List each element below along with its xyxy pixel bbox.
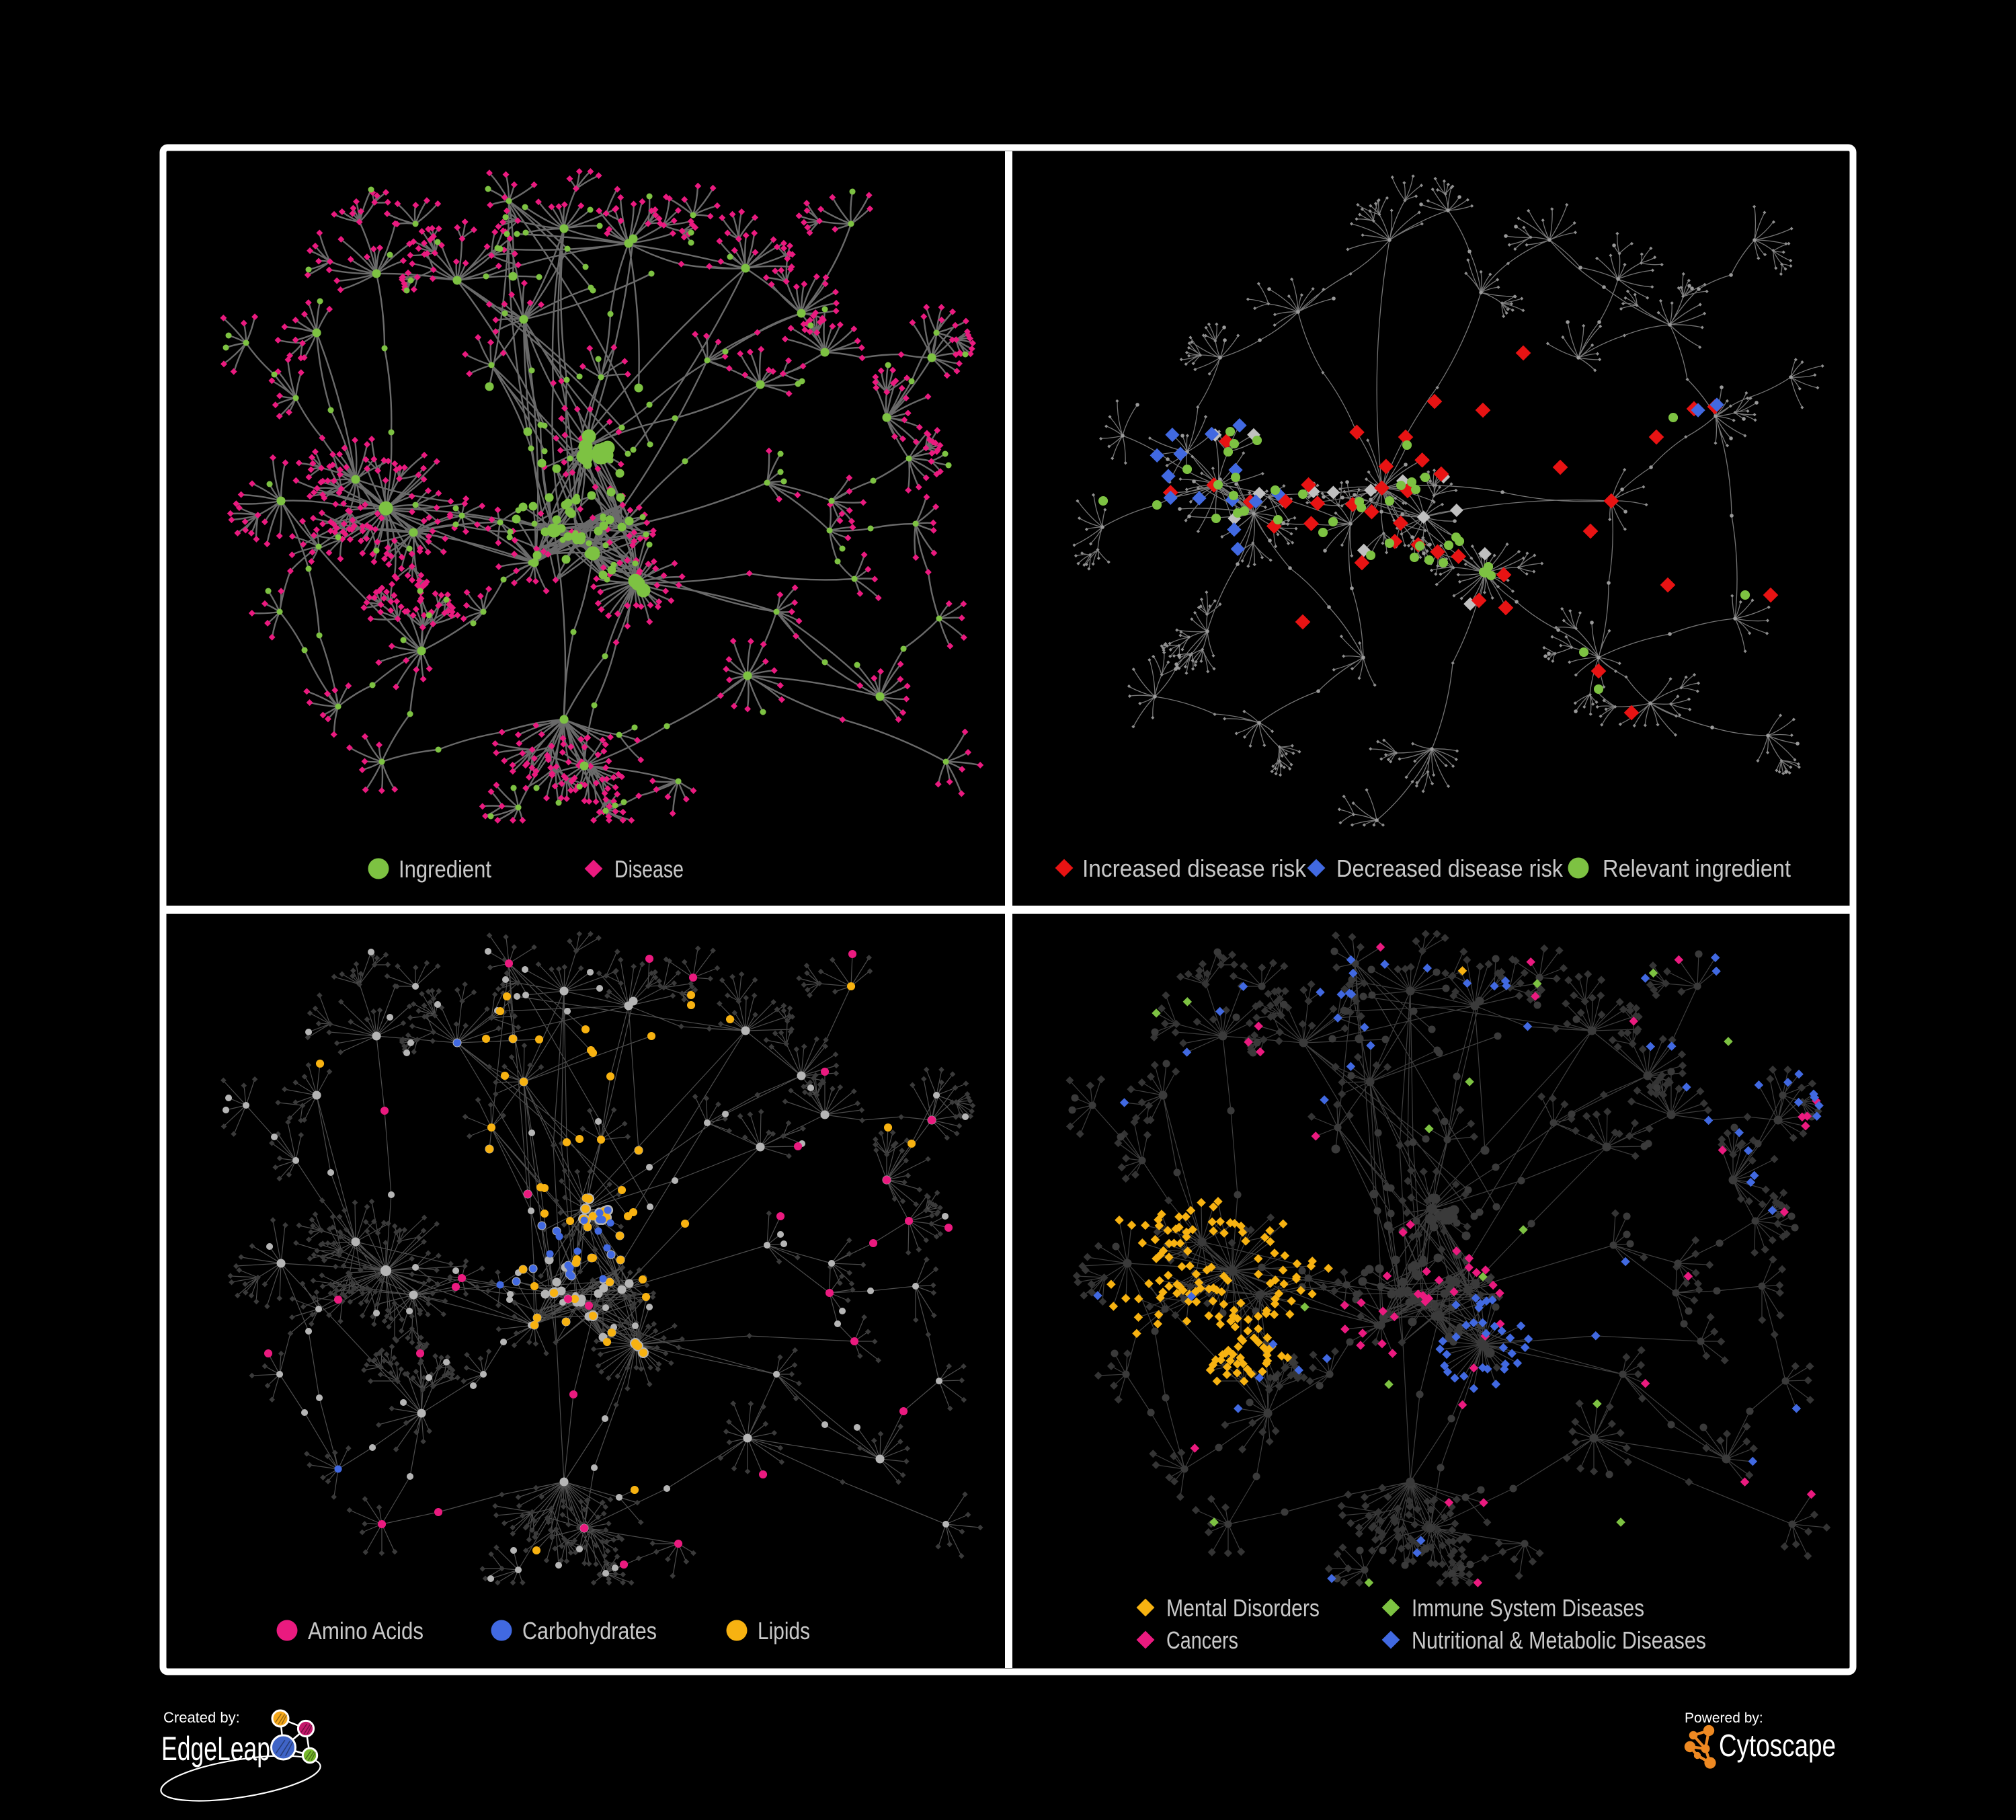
svg-text:Immune System Diseases: Immune System Diseases (1412, 1594, 1644, 1622)
svg-text:Relevant ingredient: Relevant ingredient (1603, 855, 1791, 882)
svg-text:Powered by:: Powered by: (1685, 1710, 1763, 1726)
svg-text:Increased disease risk: Increased disease risk (1082, 855, 1307, 882)
svg-text:Cancers: Cancers (1166, 1626, 1238, 1654)
svg-text:Mental Disorders: Mental Disorders (1166, 1594, 1320, 1622)
svg-text:Disease: Disease (614, 855, 684, 883)
svg-text:Cytoscape: Cytoscape (1719, 1728, 1836, 1763)
svg-text:EdgeLeap: EdgeLeap (161, 1730, 270, 1768)
svg-text:Ingredient: Ingredient (399, 855, 491, 883)
svg-text:Lipids: Lipids (758, 1617, 810, 1645)
svg-text:Amino Acids: Amino Acids (308, 1617, 424, 1645)
svg-text:Carbohydrates: Carbohydrates (522, 1617, 657, 1645)
svg-text:Decreased disease risk: Decreased disease risk (1336, 855, 1564, 882)
svg-text:Nutritional & Metabolic Diseas: Nutritional & Metabolic Diseases (1412, 1626, 1706, 1654)
svg-text:Created by:: Created by: (163, 1709, 240, 1726)
